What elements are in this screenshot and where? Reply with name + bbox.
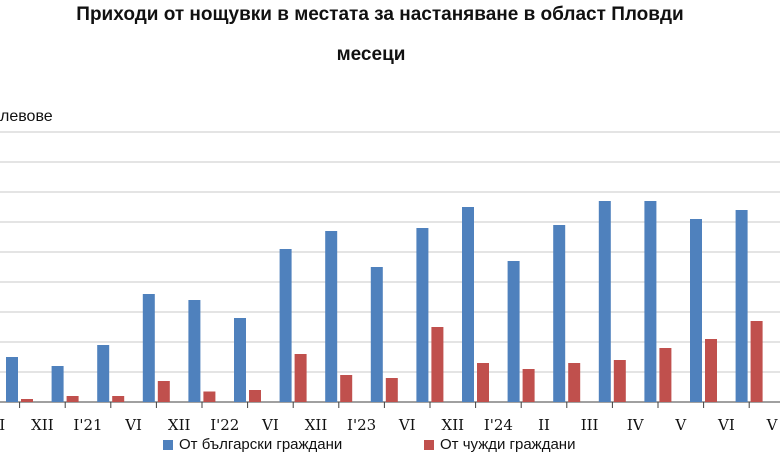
bar-bulgarian <box>370 267 383 402</box>
x-tick-label: I'21 <box>73 416 102 434</box>
x-tick-label: II <box>538 416 550 434</box>
x-tick-label: XII <box>168 416 191 434</box>
bar-bulgarian <box>644 201 657 402</box>
bar-bulgarian <box>142 294 155 402</box>
x-tick-label: XII <box>305 416 328 434</box>
bar-bulgarian <box>234 318 246 402</box>
x-tick-label: I'23 <box>347 416 376 434</box>
bar-bulgarian <box>553 225 566 402</box>
chart-title-line-2: месеци <box>336 44 406 65</box>
x-tick-label: V <box>766 416 779 434</box>
bar-foreign <box>477 363 489 402</box>
bar-bulgarian <box>51 366 64 402</box>
bar-foreign <box>613 360 626 402</box>
bar-foreign <box>568 363 581 402</box>
bar-foreign <box>157 381 170 402</box>
bar-foreign <box>431 327 444 402</box>
bar-bulgarian <box>690 219 702 402</box>
bar-foreign <box>249 390 261 402</box>
legend-label-foreign: От чужди граждани <box>440 436 576 453</box>
bar-foreign <box>522 369 535 402</box>
x-tick-label: IV <box>627 416 645 434</box>
bar-bulgarian <box>97 345 110 402</box>
x-tick-label: VI <box>261 416 279 434</box>
x-tick-label: XII <box>31 416 54 434</box>
x-tick-label: III <box>581 416 599 434</box>
bar-foreign <box>705 339 717 402</box>
x-tick-label: VI <box>398 416 416 434</box>
bar-bulgarian <box>416 228 429 402</box>
bar-bulgarian <box>188 300 201 402</box>
bar-bulgarian <box>598 201 611 402</box>
bar-foreign <box>294 354 307 402</box>
x-tick-label: VI <box>0 416 5 434</box>
bar-foreign <box>659 348 672 402</box>
x-tick-label: VI <box>124 416 142 434</box>
bar-bulgarian <box>507 261 520 402</box>
bar-foreign <box>66 396 79 402</box>
x-tick-label: I'22 <box>210 416 239 434</box>
legend-swatch-foreign <box>424 439 434 450</box>
bar-foreign <box>385 378 398 402</box>
x-tick-label: VI <box>717 416 735 434</box>
bar-bulgarian <box>462 207 474 402</box>
bar-bulgarian <box>325 231 338 402</box>
bar-foreign <box>112 396 125 402</box>
x-tick-label: V <box>674 416 687 434</box>
legend-label-bulgarian: От български граждани <box>179 436 343 453</box>
legend-item-foreign: От чужди граждани <box>424 436 575 453</box>
legend-item-bulgarian: От български граждани <box>163 436 342 453</box>
legend-swatch-bulgarian <box>163 439 173 450</box>
bar-bulgarian <box>6 357 18 402</box>
bar-foreign <box>203 391 216 402</box>
x-tick-label: XII <box>442 416 465 434</box>
bar-bulgarian <box>735 210 748 402</box>
y-axis-label: левове <box>0 108 53 125</box>
x-tick-label: I'24 <box>484 416 513 434</box>
bar-bulgarian <box>279 249 292 402</box>
bar-foreign <box>750 321 763 402</box>
bar-foreign <box>21 399 33 402</box>
chart-title-line-1: Приходи от нощувки в местата за настаняв… <box>76 4 684 25</box>
bar-foreign <box>340 375 353 402</box>
